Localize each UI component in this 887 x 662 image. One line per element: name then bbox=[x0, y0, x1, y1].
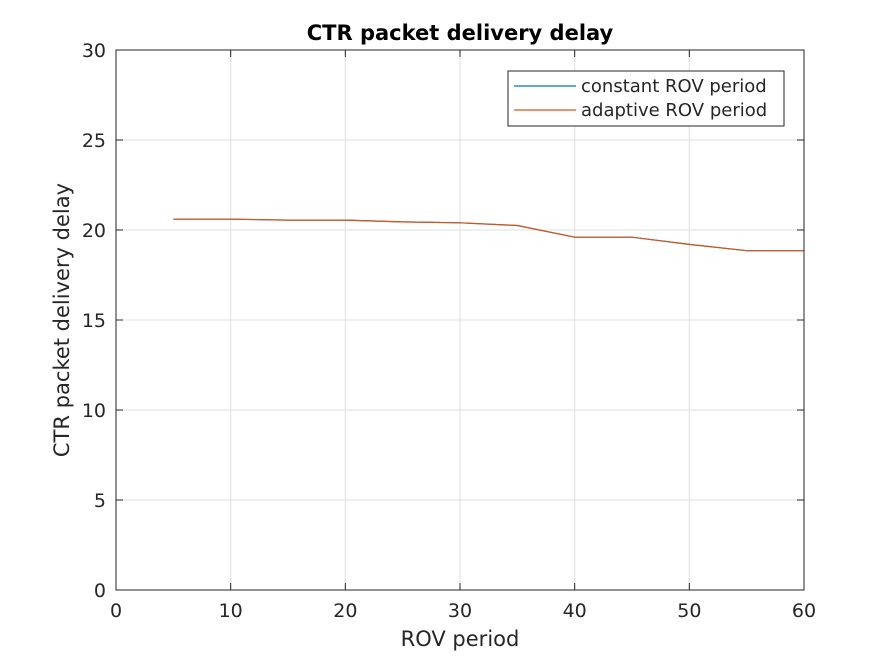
legend-label-constant: constant ROV period bbox=[581, 76, 767, 97]
y-axis-label: CTR packet delivery delay bbox=[50, 183, 74, 457]
x-tick-label: 20 bbox=[333, 600, 357, 622]
chart-title: CTR packet delivery delay bbox=[307, 21, 614, 45]
y-tick-label: 0 bbox=[94, 580, 106, 602]
y-tick-label: 25 bbox=[82, 130, 106, 152]
grid-lines bbox=[116, 50, 804, 590]
x-tick-label: 30 bbox=[448, 600, 472, 622]
y-tick-label: 20 bbox=[82, 220, 106, 242]
y-tick-label: 30 bbox=[82, 40, 106, 62]
y-tick-label: 5 bbox=[94, 490, 106, 512]
x-tick-label: 0 bbox=[110, 600, 122, 622]
y-tick-label: 10 bbox=[82, 400, 106, 422]
x-tick-label: 40 bbox=[563, 600, 587, 622]
series-line-adaptive bbox=[173, 218, 804, 252]
x-axis-label: ROV period bbox=[401, 627, 520, 651]
x-tick-label: 50 bbox=[677, 600, 701, 622]
y-tick-label: 15 bbox=[82, 310, 106, 332]
x-tick-label: 60 bbox=[792, 600, 816, 622]
legend: constant ROV period adaptive ROV period bbox=[507, 70, 785, 127]
x-tick-label: 10 bbox=[219, 600, 243, 622]
series-lines bbox=[173, 218, 804, 252]
axis-ticks: 0 10 20 30 40 50 60 0 5 10 15 20 25 30 bbox=[82, 40, 816, 622]
legend-box bbox=[507, 70, 785, 127]
legend-label-adaptive: adaptive ROV period bbox=[581, 100, 767, 121]
